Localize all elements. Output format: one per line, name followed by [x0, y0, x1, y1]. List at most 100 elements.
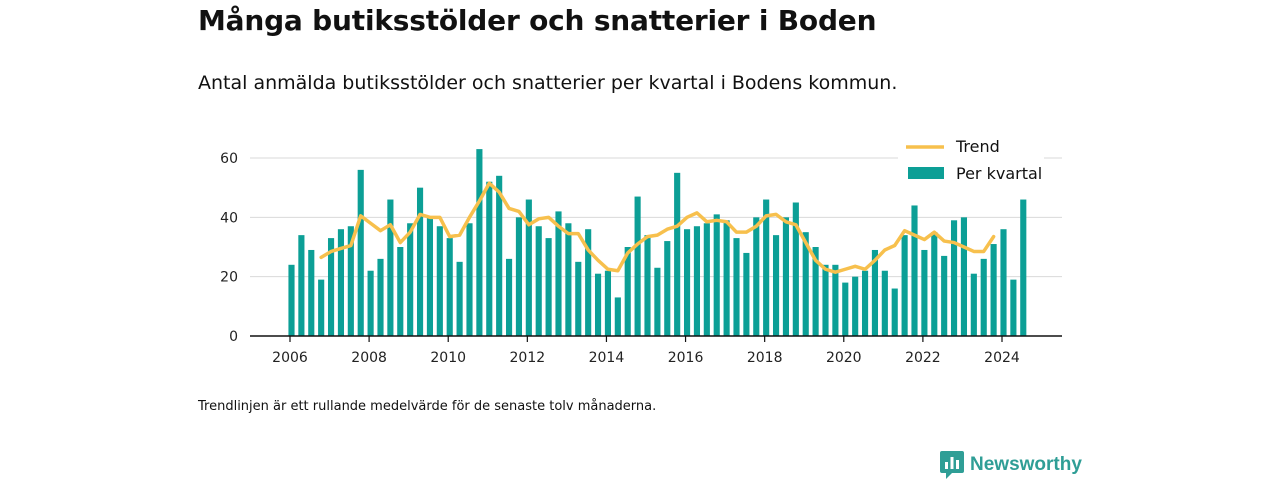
bar	[842, 282, 849, 336]
x-tick-label: 2012	[510, 350, 546, 366]
bar	[812, 247, 819, 336]
newsworthy-logo-text: Newsworthy	[970, 454, 1082, 475]
bar	[614, 297, 621, 336]
y-tick-label: 60	[220, 151, 238, 167]
bar	[743, 252, 750, 336]
bar	[327, 238, 335, 336]
bar	[941, 255, 948, 336]
bar	[683, 229, 691, 336]
x-tick-label: 2018	[747, 350, 783, 366]
bar	[852, 276, 859, 336]
bar	[555, 211, 562, 336]
bar	[871, 249, 879, 336]
bar	[861, 270, 869, 336]
bar	[367, 270, 374, 336]
bar	[604, 270, 612, 336]
bar	[387, 199, 394, 336]
bar	[624, 247, 631, 336]
x-tick-label: 2010	[430, 350, 466, 366]
x-tick-label: 2022	[905, 350, 941, 366]
bar	[802, 232, 809, 336]
x-tick-label: 2014	[589, 350, 625, 366]
bar	[416, 187, 424, 336]
trend-series	[319, 181, 996, 274]
bar	[822, 264, 829, 336]
bar	[763, 199, 770, 336]
bar	[753, 217, 760, 336]
newsworthy-logo: Newsworthy	[940, 451, 1082, 479]
bar	[1000, 229, 1007, 336]
bar	[891, 288, 898, 336]
bar	[723, 220, 730, 336]
bar	[881, 270, 888, 336]
bar	[337, 229, 345, 336]
bar	[525, 199, 532, 336]
bar	[970, 273, 977, 336]
bar	[960, 217, 968, 336]
bar	[505, 258, 513, 336]
bar	[397, 247, 404, 336]
bar	[772, 235, 780, 336]
bar	[664, 241, 671, 336]
bar	[535, 226, 542, 336]
bar	[703, 223, 710, 336]
axes: 0 20 40 60 2006 2008 2010 2012 2014 2016 2018 2020 2…	[220, 151, 1062, 366]
bar	[792, 202, 799, 336]
bar	[921, 249, 928, 336]
bar	[436, 226, 443, 336]
x-tick-label: 2024	[984, 350, 1020, 366]
bar	[476, 149, 483, 336]
bar	[426, 217, 434, 336]
bar	[407, 223, 414, 336]
x-tick-label: 2020	[826, 350, 862, 366]
bar	[545, 238, 552, 336]
legend: Trend Per kvartal	[898, 130, 1044, 190]
bar	[446, 238, 453, 336]
x-tick-label: 2016	[668, 350, 704, 366]
chart-subtitle: Antal anmälda butiksstölder och snatteri…	[198, 72, 898, 94]
x-tick-label: 2008	[351, 350, 387, 366]
bar-series-per-kvartal	[288, 149, 1027, 336]
bar	[901, 235, 908, 336]
trend-line	[319, 181, 996, 274]
bar	[575, 261, 582, 336]
bar	[911, 205, 918, 336]
bar	[486, 181, 493, 336]
bar	[674, 172, 681, 336]
bar	[515, 217, 523, 336]
bar	[1020, 199, 1027, 336]
legend-bar-swatch	[908, 167, 944, 179]
bar	[298, 235, 305, 336]
bar	[654, 267, 661, 336]
bar	[634, 196, 641, 336]
x-tick-label: 2006	[272, 350, 308, 366]
footnote: Trendlinjen är ett rullande medelvärde f…	[198, 399, 657, 414]
bar	[377, 258, 384, 336]
bar	[594, 273, 602, 336]
y-tick-label: 0	[229, 329, 238, 345]
bar	[1010, 279, 1017, 336]
bar	[456, 261, 463, 336]
bar	[832, 264, 839, 336]
y-tick-label: 40	[220, 210, 238, 226]
newsworthy-logo-icon	[940, 451, 964, 479]
chart-title: Många butiksstölder och snatterier i Bod…	[198, 4, 877, 37]
bar	[308, 249, 315, 336]
y-tick-label: 20	[220, 270, 238, 286]
bar	[288, 264, 295, 336]
legend-bar-label: Per kvartal	[956, 164, 1042, 183]
bar	[347, 226, 354, 336]
bar	[782, 217, 790, 336]
bar	[931, 232, 938, 336]
bar	[357, 169, 364, 336]
bar	[990, 244, 997, 336]
legend-trend-label: Trend	[955, 137, 1000, 156]
bar	[565, 223, 572, 336]
bar	[713, 214, 720, 336]
legend-background	[898, 130, 1044, 190]
bar	[318, 279, 325, 336]
bar	[585, 229, 592, 336]
chart-area: 0 20 40 60 2006 2008 2010 2012 2014 2016 2018 2020 2…	[220, 130, 1062, 366]
bar	[693, 226, 701, 336]
bar	[496, 175, 503, 336]
